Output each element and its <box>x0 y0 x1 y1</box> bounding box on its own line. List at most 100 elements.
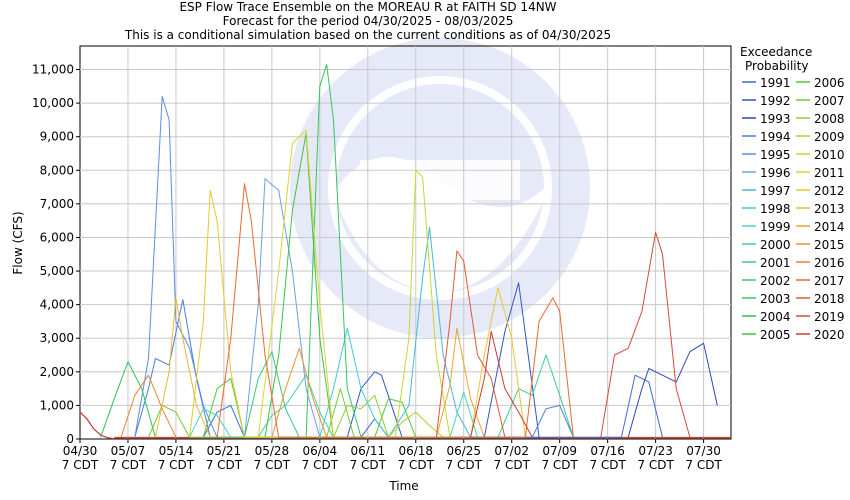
x-tick-label-date: 04/30 <box>63 444 98 458</box>
legend-item-label: 2001 <box>760 256 791 270</box>
x-tick-label-date: 06/04 <box>303 444 338 458</box>
x-tick-label-date: 07/16 <box>590 444 625 458</box>
x-tick-label-time: 7 CDT <box>398 458 435 472</box>
y-tick-label: 2,000 <box>40 365 74 379</box>
y-axis-label: Flow (CFS) <box>11 211 25 274</box>
series-line-2013 <box>154 297 211 438</box>
plot-area <box>79 45 732 440</box>
series-line-2002 <box>244 351 300 438</box>
x-tick-label-time: 7 CDT <box>206 458 243 472</box>
x-tick-label-date: 06/25 <box>446 444 481 458</box>
x-tick-label-date: 05/28 <box>255 444 290 458</box>
x-tick-label-date: 06/11 <box>351 444 386 458</box>
y-tick-label: 3,000 <box>40 331 74 345</box>
legend-item-label: 1991 <box>760 76 791 90</box>
x-tick-label-time: 7 CDT <box>254 458 291 472</box>
y-tick-label: 7,000 <box>40 197 74 211</box>
x-tick-label-date: 07/23 <box>638 444 673 458</box>
y-tick-label: 1,000 <box>40 398 74 412</box>
series-line-2019 <box>600 231 691 438</box>
series-line-2011 <box>257 129 334 438</box>
y-tick-label: 4,000 <box>40 298 74 312</box>
grid-lines <box>80 46 731 439</box>
series-line-2004 <box>100 361 156 438</box>
series-line-1997 <box>387 226 472 438</box>
legend-item-label: 2012 <box>814 184 845 198</box>
legend-item-label: 1995 <box>760 148 791 162</box>
x-tick-label-date: 05/07 <box>111 444 146 458</box>
chart-subtitle-2: This is a conditional simulation based o… <box>124 28 611 42</box>
y-tick-label: 9,000 <box>40 130 74 144</box>
series-line-2015 <box>271 347 328 438</box>
x-tick-label-date: 05/14 <box>159 444 194 458</box>
legend-item-label: 1999 <box>760 220 791 234</box>
y-tick-label: 8,000 <box>40 163 74 177</box>
noaa-watermark-logo <box>290 38 590 338</box>
x-tick-label-date: 07/30 <box>686 444 721 458</box>
series-line-2003 <box>305 64 362 438</box>
legend-item-label: 1996 <box>760 166 791 180</box>
series-line-base <box>79 411 115 440</box>
series-line-2001 <box>497 354 574 438</box>
x-tick-label-time: 7 CDT <box>589 458 626 472</box>
y-axis-ticks: 0 1,000 2,000 3,000 4,000 5,000 6,000 7,000 8,00… <box>32 63 80 446</box>
series-line-2005 <box>264 132 334 438</box>
x-tick-label-time: 7 CDT <box>62 458 99 472</box>
legend-item-label: 2018 <box>814 292 845 306</box>
series-line-2017 <box>216 183 574 438</box>
legend-item-label: 2009 <box>814 130 845 144</box>
x-tick-label-date: 07/09 <box>542 444 577 458</box>
series-line-2007 <box>148 388 355 438</box>
x-tick-label-date: 07/02 <box>494 444 529 458</box>
series-line-2014 <box>435 327 485 438</box>
legend-title-2: Probability <box>745 59 808 73</box>
x-tick-label-time: 7 CDT <box>637 458 674 472</box>
legend-item-label: 2010 <box>814 148 845 162</box>
legend: Exceedance Probability 1991 1992 1993 1994 1… <box>740 45 845 342</box>
y-tick-label: 6,000 <box>40 230 74 244</box>
series-line-1996 <box>244 178 321 438</box>
x-axis-label: Time <box>388 479 418 493</box>
series-line-2020 <box>470 331 533 438</box>
series-line-1998 <box>319 327 389 438</box>
legend-item-label: 1992 <box>760 94 791 108</box>
chart-subtitle-1: Forecast for the period 04/30/2025 - 08/… <box>223 14 514 28</box>
y-tick-label: 5,000 <box>40 264 74 278</box>
legend-item-label: 2000 <box>760 238 791 252</box>
legend-item-label: 2019 <box>814 310 845 324</box>
legend-item-label: 2002 <box>760 274 791 288</box>
legend-item-label: 2014 <box>814 220 845 234</box>
y-tick-label: 0 <box>66 432 74 446</box>
series-layer <box>79 64 731 440</box>
x-tick-label-date: 06/18 <box>398 444 433 458</box>
legend-item-label: 1994 <box>760 130 791 144</box>
series-line-2016 <box>120 374 177 438</box>
series-line-1993 <box>627 342 718 438</box>
legend-item-label: 2020 <box>814 328 845 342</box>
legend-title-1: Exceedance <box>740 45 812 59</box>
legend-item-label: 2007 <box>814 94 845 108</box>
y-tick-label: 11,000 <box>32 63 74 77</box>
legend-item-label: 2017 <box>814 274 845 288</box>
x-tick-label-time: 7 CDT <box>685 458 722 472</box>
x-tick-label-time: 7 CDT <box>158 458 195 472</box>
series-line-2000 <box>257 374 334 438</box>
legend-item-label: 1997 <box>760 184 791 198</box>
legend-item-label: 2004 <box>760 310 791 324</box>
legend-item-label: 2003 <box>760 292 791 306</box>
series-line-2018 <box>435 250 506 438</box>
legend-item-label: 2013 <box>814 202 845 216</box>
x-tick-label-time: 7 CDT <box>350 458 387 472</box>
legend-item-label: 2005 <box>760 328 791 342</box>
series-line-2009 <box>388 411 444 438</box>
series-line-2010 <box>394 169 451 438</box>
x-tick-label-time: 7 CDT <box>302 458 339 472</box>
legend-item-label: 1998 <box>760 202 791 216</box>
x-tick-label-time: 7 CDT <box>446 458 483 472</box>
x-tick-label-time: 7 CDT <box>494 458 531 472</box>
x-tick-label-date: 05/21 <box>207 444 242 458</box>
x-tick-label-time: 7 CDT <box>541 458 578 472</box>
legend-item-label: 2006 <box>814 76 845 90</box>
legend-item-label: 2015 <box>814 238 845 252</box>
